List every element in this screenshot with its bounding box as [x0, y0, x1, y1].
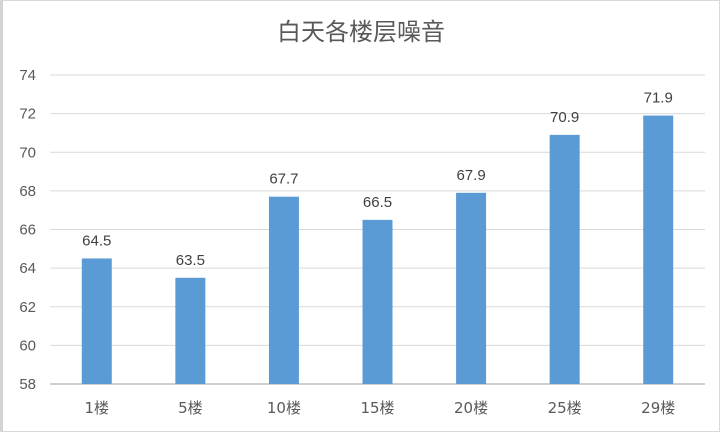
y-tick-label: 74: [19, 67, 36, 84]
bar: [643, 115, 674, 385]
x-tick-label: 15楼: [360, 399, 394, 417]
bar: [81, 258, 112, 384]
x-tick-label: 10楼: [267, 399, 301, 417]
x-tick-label: 25楼: [548, 399, 582, 417]
bar: [268, 196, 299, 384]
data-label: 66.5: [363, 194, 392, 211]
bar: [175, 277, 206, 384]
data-label: 67.9: [456, 167, 485, 184]
x-tick-label: 5楼: [178, 399, 203, 417]
data-label: 64.5: [82, 232, 111, 249]
x-tick-label: 29楼: [641, 399, 675, 417]
y-tick-label: 68: [19, 183, 36, 200]
y-tick-label: 62: [19, 299, 36, 316]
y-tick-label: 58: [19, 376, 36, 393]
bar: [549, 134, 580, 384]
data-label: 71.9: [644, 90, 673, 107]
bar: [456, 192, 487, 384]
x-tick-label: 20楼: [454, 399, 488, 417]
data-label: 63.5: [176, 252, 205, 269]
y-tick-label: 60: [19, 337, 36, 354]
bar: [362, 219, 393, 384]
data-label: 70.9: [550, 109, 579, 126]
x-tick-label: 1楼: [85, 399, 110, 417]
y-tick-label: 70: [19, 144, 36, 161]
y-tick-label: 64: [19, 260, 36, 277]
y-tick-label: 72: [19, 106, 36, 123]
chart-title: 白天各楼层噪音: [277, 18, 445, 46]
data-label: 67.7: [269, 171, 298, 188]
y-tick-label: 66: [19, 222, 36, 239]
